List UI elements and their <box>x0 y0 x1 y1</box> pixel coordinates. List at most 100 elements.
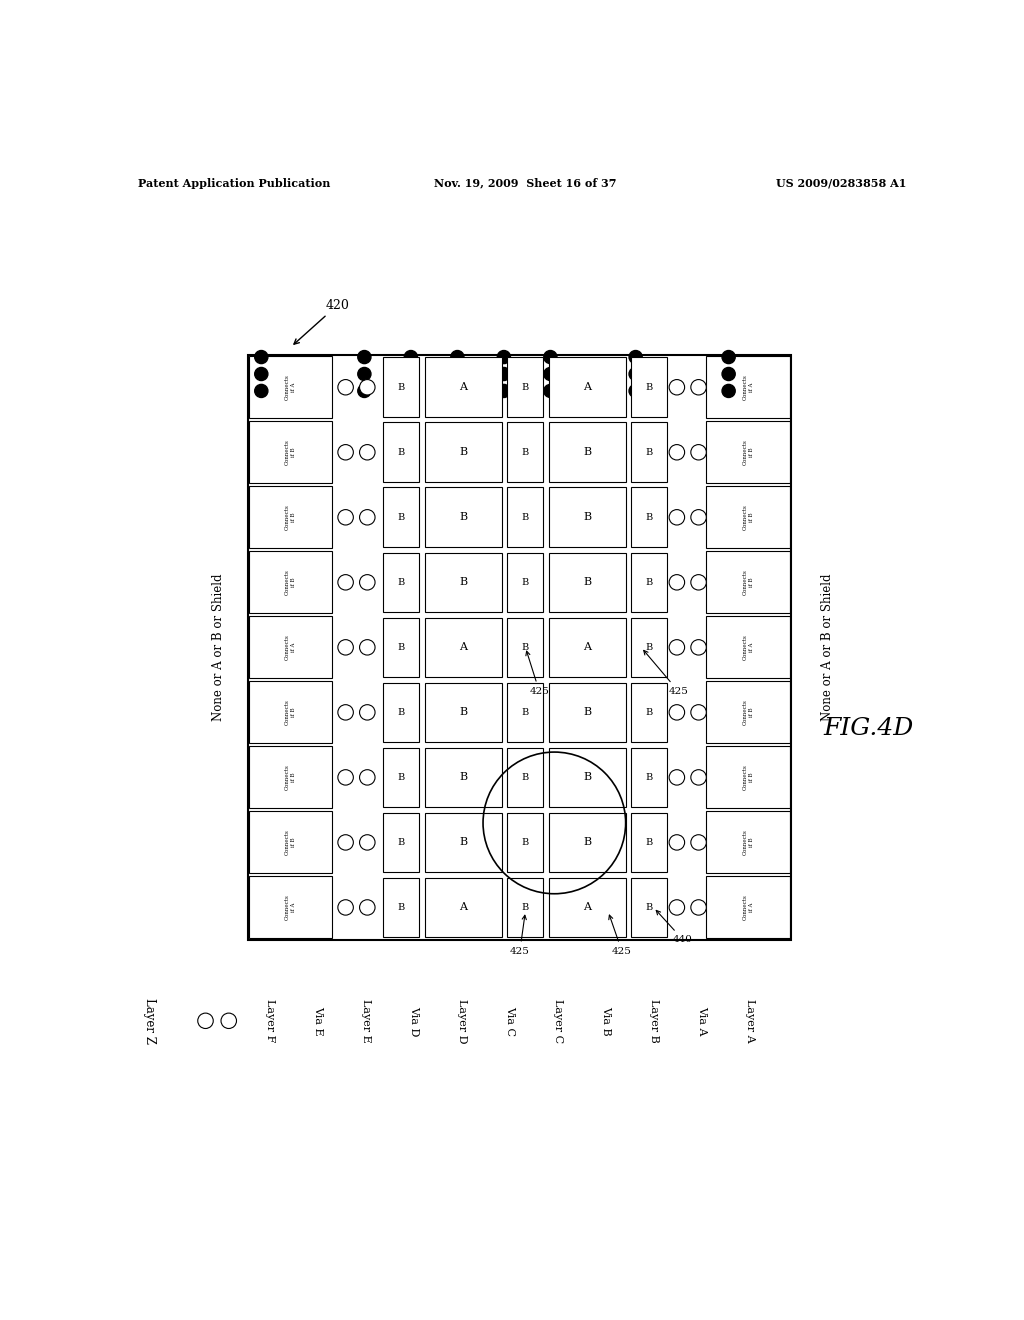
Circle shape <box>359 510 375 525</box>
Text: FIG.4D: FIG.4D <box>823 717 913 739</box>
Bar <box>425 878 502 937</box>
Circle shape <box>338 574 353 590</box>
Text: B: B <box>522 447 529 457</box>
Circle shape <box>544 384 557 397</box>
Bar <box>383 682 420 742</box>
Text: B: B <box>646 383 653 392</box>
Bar <box>632 422 668 482</box>
Text: Layer C: Layer C <box>553 999 563 1043</box>
Bar <box>249 746 333 808</box>
Bar <box>549 813 626 873</box>
Text: B: B <box>646 903 653 912</box>
Circle shape <box>691 705 707 721</box>
Text: Connects
if B: Connects if B <box>742 504 754 531</box>
Text: Layer E: Layer E <box>360 999 371 1043</box>
Text: Layer D: Layer D <box>457 998 467 1043</box>
Bar <box>425 682 502 742</box>
Circle shape <box>359 770 375 785</box>
Text: 425: 425 <box>609 915 632 956</box>
Bar <box>707 486 790 548</box>
Text: B: B <box>397 447 406 457</box>
Circle shape <box>359 574 375 590</box>
Circle shape <box>359 834 375 850</box>
Text: B: B <box>522 708 529 717</box>
Circle shape <box>357 351 371 363</box>
Text: A: A <box>460 903 467 912</box>
Circle shape <box>338 834 353 850</box>
Circle shape <box>629 367 642 380</box>
Text: B: B <box>522 383 529 392</box>
Circle shape <box>255 384 268 397</box>
Bar <box>249 356 333 418</box>
Bar <box>508 422 544 482</box>
Text: Connects
if B: Connects if B <box>285 504 296 531</box>
Bar <box>549 878 626 937</box>
Text: Connects
if A: Connects if A <box>742 375 754 400</box>
Circle shape <box>357 384 371 397</box>
Text: B: B <box>397 774 406 781</box>
Bar <box>549 422 626 482</box>
Text: B: B <box>646 708 653 717</box>
Text: B: B <box>646 512 653 521</box>
Bar <box>508 747 544 808</box>
Bar <box>707 552 790 614</box>
Bar <box>632 358 668 417</box>
Text: B: B <box>646 774 653 781</box>
Text: 440: 440 <box>656 911 693 944</box>
Bar <box>508 618 544 677</box>
Text: Connects
if B: Connects if B <box>285 569 296 595</box>
Bar <box>249 421 333 483</box>
Bar <box>508 813 544 873</box>
Circle shape <box>255 367 268 380</box>
Circle shape <box>359 900 375 915</box>
Circle shape <box>338 640 353 655</box>
Circle shape <box>451 384 464 397</box>
Bar <box>249 876 333 939</box>
Circle shape <box>338 770 353 785</box>
Text: B: B <box>584 772 592 783</box>
Bar <box>425 813 502 873</box>
Circle shape <box>691 445 707 459</box>
Text: Via D: Via D <box>409 1006 419 1036</box>
Bar <box>425 618 502 677</box>
Circle shape <box>198 1014 213 1028</box>
Circle shape <box>669 445 685 459</box>
Text: 420: 420 <box>294 298 349 345</box>
Circle shape <box>359 380 375 395</box>
Text: US 2009/0283858 A1: US 2009/0283858 A1 <box>776 178 907 189</box>
Bar <box>707 616 790 678</box>
Circle shape <box>691 640 707 655</box>
Circle shape <box>451 367 464 380</box>
Bar <box>383 553 420 612</box>
Text: B: B <box>397 838 406 847</box>
Circle shape <box>451 351 464 363</box>
Bar <box>508 878 544 937</box>
Circle shape <box>498 367 510 380</box>
Text: 425: 425 <box>644 651 688 696</box>
Bar <box>249 812 333 874</box>
Circle shape <box>691 900 707 915</box>
Text: Connects
if B: Connects if B <box>742 700 754 725</box>
Circle shape <box>404 384 418 397</box>
Text: 425: 425 <box>510 915 529 956</box>
Bar <box>425 487 502 546</box>
Circle shape <box>338 510 353 525</box>
Bar <box>383 358 420 417</box>
Text: B: B <box>522 512 529 521</box>
Bar <box>249 616 333 678</box>
Bar <box>249 681 333 743</box>
Text: None or A or B or Shield: None or A or B or Shield <box>821 574 835 721</box>
Bar <box>383 813 420 873</box>
Circle shape <box>498 351 510 363</box>
Circle shape <box>691 574 707 590</box>
Text: B: B <box>584 708 592 717</box>
Bar <box>249 486 333 548</box>
Circle shape <box>691 770 707 785</box>
Circle shape <box>404 351 418 363</box>
Bar <box>383 618 420 677</box>
Text: Via C: Via C <box>505 1006 515 1036</box>
Bar <box>707 812 790 874</box>
Text: Connects
if A: Connects if A <box>285 635 296 660</box>
Circle shape <box>669 770 685 785</box>
Text: Connects
if B: Connects if B <box>742 829 754 855</box>
